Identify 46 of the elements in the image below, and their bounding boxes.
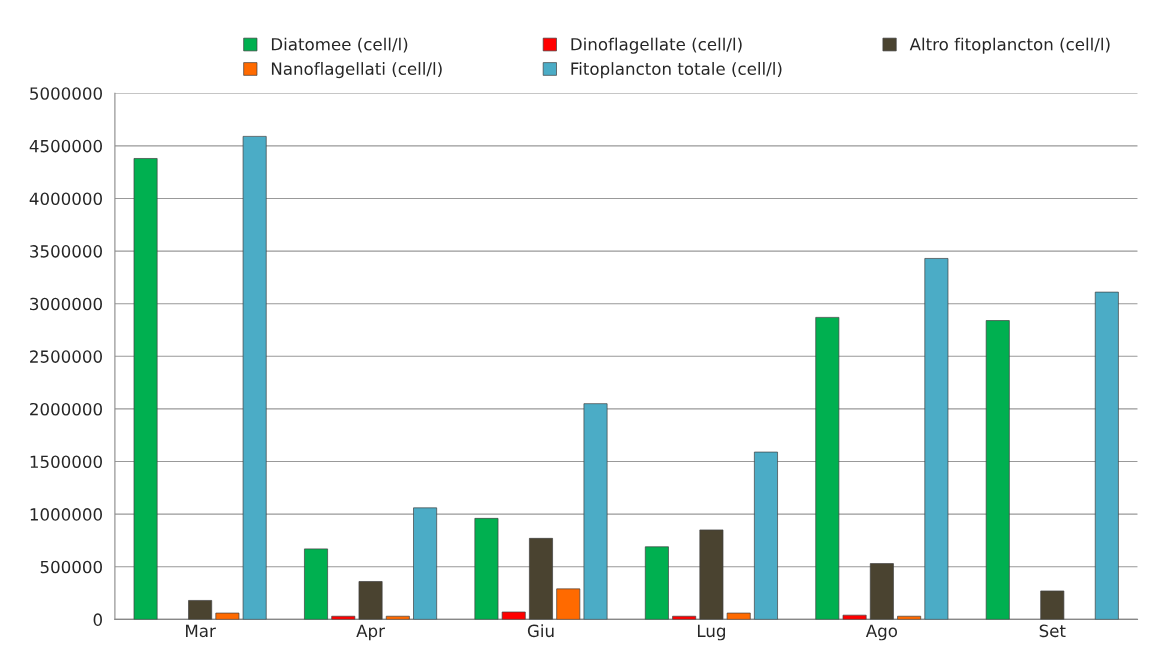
bar xyxy=(413,507,438,620)
y-tick-label: 1500000 xyxy=(30,455,102,469)
y-tick-label: 3500000 xyxy=(30,245,102,258)
x-tick-label: Lug xyxy=(697,624,725,641)
bar xyxy=(842,614,867,620)
y-tick-label: 2000000 xyxy=(30,402,102,416)
bar xyxy=(242,136,267,620)
bar xyxy=(754,451,778,620)
bar xyxy=(1040,590,1065,620)
x-tick-label: Giu xyxy=(527,624,554,638)
bar xyxy=(215,612,240,620)
bar xyxy=(474,518,499,620)
y-tick-label: 0 xyxy=(93,613,102,626)
legend-label: Nanoflagellati (cell/l) xyxy=(271,62,442,79)
bar xyxy=(556,588,581,620)
bar xyxy=(815,317,840,620)
bar xyxy=(1094,291,1119,620)
x-tick-label: Apr xyxy=(356,624,385,641)
legend-label: Diatomee (cell/l) xyxy=(271,37,408,53)
bar xyxy=(358,581,383,620)
bar xyxy=(331,615,356,620)
bar xyxy=(501,611,526,620)
bar xyxy=(726,612,751,620)
bar xyxy=(924,258,949,620)
bar xyxy=(985,320,1010,620)
bar xyxy=(644,546,669,620)
bar xyxy=(133,158,158,620)
y-tick-label: 4500000 xyxy=(29,139,102,153)
legend-label: Altro fitoplancton (cell/l) xyxy=(909,37,1110,54)
y-tick-label: 1000000 xyxy=(30,508,102,521)
bar xyxy=(699,529,724,620)
bar xyxy=(188,600,213,620)
x-tick-label: Ago xyxy=(865,624,898,641)
y-tick-label: 4000000 xyxy=(29,192,102,206)
x-tick-label: Set xyxy=(1039,624,1066,638)
bar xyxy=(583,403,608,620)
bar xyxy=(869,563,894,620)
legend-label: Dinoflagellate (cell/l) xyxy=(571,37,742,54)
y-tick-label: 5000000 xyxy=(30,87,102,100)
y-tick-label: 3000000 xyxy=(30,297,102,311)
bar xyxy=(304,548,328,620)
legend-label: Fitoplancton totale (cell/l) xyxy=(571,62,782,79)
y-tick-label: 500000 xyxy=(40,560,102,574)
bar xyxy=(529,538,553,620)
x-tick-label: Mar xyxy=(186,624,216,638)
y-tick-label: 2500000 xyxy=(30,350,102,363)
